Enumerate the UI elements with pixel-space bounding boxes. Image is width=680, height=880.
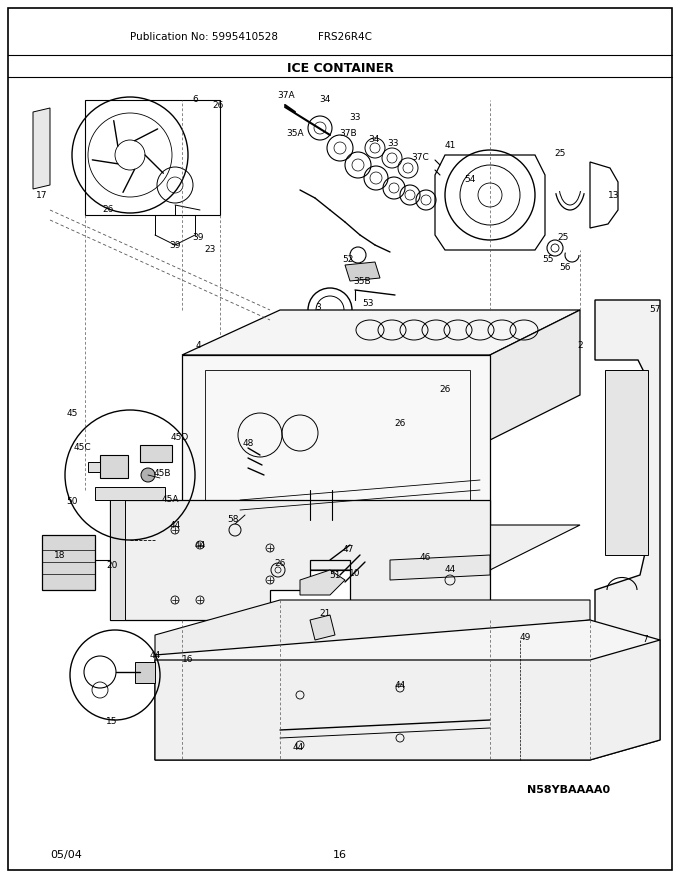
Polygon shape bbox=[155, 620, 660, 760]
Polygon shape bbox=[155, 600, 590, 655]
Text: 39: 39 bbox=[169, 240, 181, 250]
Polygon shape bbox=[110, 500, 490, 620]
Polygon shape bbox=[140, 445, 172, 462]
Polygon shape bbox=[135, 662, 155, 683]
Text: 16: 16 bbox=[182, 656, 194, 664]
Text: 05/04: 05/04 bbox=[50, 850, 82, 860]
Text: 33: 33 bbox=[387, 140, 398, 149]
Text: 33: 33 bbox=[350, 114, 361, 122]
Text: 45B: 45B bbox=[153, 470, 171, 479]
Text: 37A: 37A bbox=[277, 92, 295, 100]
Polygon shape bbox=[155, 640, 660, 760]
Text: 44: 44 bbox=[292, 744, 304, 752]
Polygon shape bbox=[182, 310, 580, 355]
Text: 57: 57 bbox=[649, 305, 661, 314]
Text: 37B: 37B bbox=[339, 128, 357, 137]
Text: 18: 18 bbox=[54, 551, 66, 560]
Text: 49: 49 bbox=[520, 634, 530, 642]
Text: 39: 39 bbox=[192, 233, 204, 243]
Polygon shape bbox=[110, 490, 125, 620]
Text: 3: 3 bbox=[315, 304, 321, 312]
Text: 4: 4 bbox=[195, 341, 201, 349]
Text: 15: 15 bbox=[106, 717, 118, 727]
Text: 26: 26 bbox=[274, 560, 286, 568]
Text: 17: 17 bbox=[36, 190, 48, 200]
Polygon shape bbox=[310, 615, 335, 640]
Text: 26: 26 bbox=[102, 206, 114, 215]
Polygon shape bbox=[88, 462, 100, 472]
Text: 44: 44 bbox=[444, 566, 456, 575]
Text: 6: 6 bbox=[192, 96, 198, 105]
Text: 45D: 45D bbox=[171, 432, 189, 442]
Text: 50: 50 bbox=[66, 497, 78, 507]
Text: 53: 53 bbox=[362, 298, 374, 307]
Text: 35A: 35A bbox=[286, 128, 304, 137]
Text: 13: 13 bbox=[608, 190, 619, 200]
Polygon shape bbox=[33, 108, 50, 189]
Text: 55: 55 bbox=[542, 255, 554, 265]
Polygon shape bbox=[605, 370, 648, 555]
Polygon shape bbox=[595, 300, 660, 640]
Text: N58YBAAAA0: N58YBAAAA0 bbox=[527, 785, 610, 795]
Text: 37C: 37C bbox=[411, 153, 429, 163]
Text: 45C: 45C bbox=[73, 444, 91, 452]
Polygon shape bbox=[182, 525, 580, 570]
Text: 46: 46 bbox=[420, 554, 430, 562]
Text: 44: 44 bbox=[169, 520, 181, 530]
Text: 44: 44 bbox=[150, 650, 160, 659]
Text: 58: 58 bbox=[227, 516, 239, 524]
Text: 51: 51 bbox=[329, 570, 341, 580]
Text: 45A: 45A bbox=[161, 495, 179, 504]
Text: 44: 44 bbox=[394, 680, 406, 690]
Text: 25: 25 bbox=[558, 233, 568, 243]
Polygon shape bbox=[345, 262, 380, 281]
Polygon shape bbox=[95, 487, 165, 500]
Text: 26: 26 bbox=[212, 100, 224, 109]
Text: 48: 48 bbox=[242, 439, 254, 449]
Polygon shape bbox=[100, 455, 128, 478]
Text: 34: 34 bbox=[369, 136, 379, 144]
Text: 2: 2 bbox=[577, 341, 583, 349]
Text: 56: 56 bbox=[559, 263, 571, 273]
Text: 26: 26 bbox=[439, 385, 451, 394]
Text: 20: 20 bbox=[106, 561, 118, 569]
Text: 26: 26 bbox=[394, 419, 406, 428]
Text: ICE CONTAINER: ICE CONTAINER bbox=[286, 62, 394, 75]
Text: 41: 41 bbox=[444, 141, 456, 150]
Text: 54: 54 bbox=[464, 175, 476, 185]
Text: Publication No: 5995410528: Publication No: 5995410528 bbox=[130, 32, 278, 42]
Text: 52: 52 bbox=[342, 255, 354, 265]
Text: 25: 25 bbox=[554, 149, 566, 158]
Polygon shape bbox=[182, 355, 490, 570]
Text: 23: 23 bbox=[204, 246, 216, 254]
Text: 34: 34 bbox=[320, 96, 330, 105]
Polygon shape bbox=[42, 535, 95, 590]
Polygon shape bbox=[490, 310, 580, 440]
Text: 47: 47 bbox=[342, 546, 354, 554]
Text: 45: 45 bbox=[67, 408, 78, 417]
Text: 44: 44 bbox=[194, 540, 205, 549]
Text: FRS26R4C: FRS26R4C bbox=[318, 32, 372, 42]
Polygon shape bbox=[300, 570, 345, 595]
Text: 7: 7 bbox=[642, 635, 648, 644]
Circle shape bbox=[141, 468, 155, 482]
Text: 21: 21 bbox=[320, 610, 330, 619]
Text: 16: 16 bbox=[333, 850, 347, 860]
Text: 35B: 35B bbox=[353, 277, 371, 287]
Text: 10: 10 bbox=[350, 568, 361, 577]
Polygon shape bbox=[390, 555, 490, 580]
